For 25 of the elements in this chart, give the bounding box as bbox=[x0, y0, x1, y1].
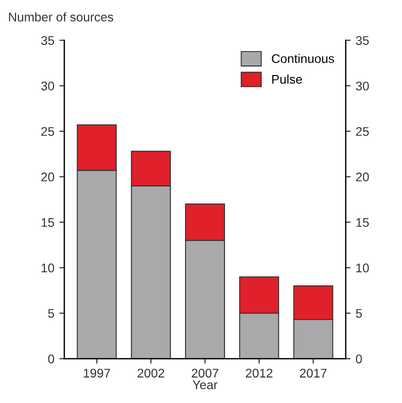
y-axis-title: Number of sources bbox=[9, 12, 114, 22]
y-tick-label: 0 bbox=[48, 354, 54, 364]
y-tick-label: 35 bbox=[41, 36, 54, 45]
y-tick-label: 10 bbox=[42, 264, 54, 272]
x-tick-label: 1997 bbox=[84, 368, 110, 378]
y2-tick-label: 10 bbox=[356, 264, 369, 272]
y-tick-label: 25 bbox=[41, 127, 54, 136]
y-tick-label: 30 bbox=[41, 82, 54, 90]
x-axis-title: Year bbox=[192, 380, 218, 390]
y-tick-label: 20 bbox=[41, 172, 54, 182]
x-tick-label: 2002 bbox=[138, 368, 164, 378]
x-tick-label: 2007 bbox=[192, 368, 218, 378]
y2-tick-label: 35 bbox=[356, 36, 369, 45]
y2-tick-label: 25 bbox=[356, 127, 369, 136]
x-tick-label: 2012 bbox=[246, 368, 272, 378]
y2-tick-label: 15 bbox=[356, 218, 369, 227]
y2-tick-label: 30 bbox=[356, 82, 369, 90]
y2-tick-label: 20 bbox=[356, 172, 369, 182]
y2-tick-label: 0 bbox=[356, 354, 362, 364]
legend-label: Continuous bbox=[272, 54, 334, 64]
x-tick-label: 2017 bbox=[300, 368, 327, 378]
y2-tick-label: 5 bbox=[356, 309, 362, 318]
y-tick-label: 15 bbox=[42, 218, 54, 227]
legend-label: Pulse bbox=[272, 74, 302, 84]
y-tick-label: 5 bbox=[48, 309, 54, 318]
